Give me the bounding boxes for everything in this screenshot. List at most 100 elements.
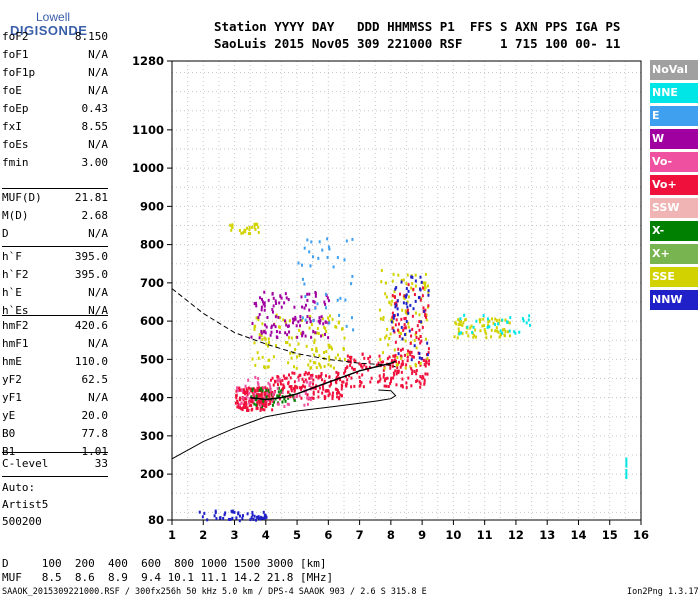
echo-point <box>314 331 317 335</box>
echo-point <box>285 296 288 300</box>
echo-point <box>418 287 421 291</box>
echo-point <box>459 317 462 321</box>
echo-point <box>239 397 242 401</box>
echo-point <box>323 364 326 368</box>
echo-point <box>380 280 383 284</box>
echo-point <box>308 308 311 312</box>
x-tick-label: 8 <box>387 528 395 542</box>
echo-point <box>417 296 420 300</box>
legend-item: NNW <box>650 290 698 310</box>
echo-point <box>297 261 300 265</box>
echo-point <box>625 469 628 480</box>
echo-point <box>418 320 421 324</box>
echo-point <box>411 327 414 331</box>
echo-point <box>258 388 261 392</box>
echo-point <box>391 315 394 319</box>
echo-point <box>246 512 249 516</box>
echo-point <box>287 390 290 394</box>
echo-point <box>499 329 502 333</box>
echo-point <box>287 382 290 386</box>
echo-point <box>351 237 354 241</box>
echo-point <box>245 400 248 404</box>
echo-point <box>348 355 351 359</box>
echo-point <box>427 347 430 351</box>
echo-point <box>407 321 410 325</box>
echo-point <box>250 389 253 393</box>
echo-point <box>527 318 530 322</box>
echo-point <box>494 329 497 333</box>
echo-point <box>263 301 266 305</box>
echo-point <box>277 390 280 394</box>
echo-point <box>263 399 266 403</box>
echo-point <box>305 344 308 348</box>
echo-point <box>495 318 498 322</box>
echo-point <box>331 394 334 398</box>
echo-point <box>501 331 504 335</box>
echo-point <box>331 397 334 401</box>
echo-point <box>425 361 428 365</box>
echo-point <box>413 344 416 348</box>
echo-point <box>379 377 382 381</box>
echo-point <box>240 401 243 405</box>
echo-point <box>266 387 269 391</box>
echo-point <box>467 334 470 338</box>
echo-point <box>268 383 271 387</box>
echo-point <box>418 328 421 332</box>
echo-point <box>422 358 425 362</box>
x-tick-label: 16 <box>633 528 649 542</box>
echo-point <box>361 352 364 356</box>
echo-point <box>328 321 331 325</box>
echo-point <box>309 374 312 378</box>
echo-point <box>236 405 239 409</box>
echo-point <box>331 391 334 395</box>
echo-point <box>260 331 263 335</box>
y-tick-label: 200 <box>140 467 164 481</box>
y-tick-label: 1000 <box>132 161 164 175</box>
echo-point <box>426 341 429 345</box>
echo-point <box>409 303 412 307</box>
echo-point <box>257 356 260 360</box>
echo-point <box>472 325 475 329</box>
echo-point <box>224 511 227 515</box>
echo-point <box>267 344 270 348</box>
echo-point <box>258 336 261 340</box>
echo-point <box>277 386 280 390</box>
echo-point <box>486 317 489 321</box>
echo-point <box>318 354 321 358</box>
echo-point <box>402 362 405 366</box>
echo-point <box>327 389 330 393</box>
echo-point <box>513 330 516 334</box>
echo-point <box>399 331 402 335</box>
echo-point <box>301 277 304 281</box>
echo-point <box>400 356 403 360</box>
echo-point <box>494 323 497 327</box>
echo-point <box>411 275 414 279</box>
echo-point <box>254 363 257 367</box>
echo-point <box>345 382 348 386</box>
echo-point <box>235 516 238 520</box>
param-value: 20.0 <box>81 409 109 422</box>
echo-point <box>317 331 320 335</box>
echo-point <box>276 394 279 398</box>
echo-point <box>508 321 511 325</box>
echo-point <box>297 375 300 379</box>
x-tick-label: 3 <box>231 528 239 542</box>
echo-point <box>404 311 407 315</box>
echo-point <box>251 390 254 394</box>
plot-frame <box>171 60 642 521</box>
echo-point <box>251 387 254 391</box>
echo-point <box>313 338 316 342</box>
echo-point <box>389 380 392 384</box>
density-profile-line <box>171 389 397 460</box>
param-value: 420.6 <box>74 319 108 332</box>
echo-point <box>389 318 392 322</box>
echo-point <box>299 373 302 377</box>
param-value: N/A <box>88 84 108 97</box>
echo-point <box>410 384 413 388</box>
echo-point <box>308 382 311 386</box>
echo-point <box>238 403 241 407</box>
echo-point <box>278 301 281 305</box>
echo-point <box>263 308 266 312</box>
echo-point <box>404 366 407 370</box>
echo-point <box>256 401 259 405</box>
